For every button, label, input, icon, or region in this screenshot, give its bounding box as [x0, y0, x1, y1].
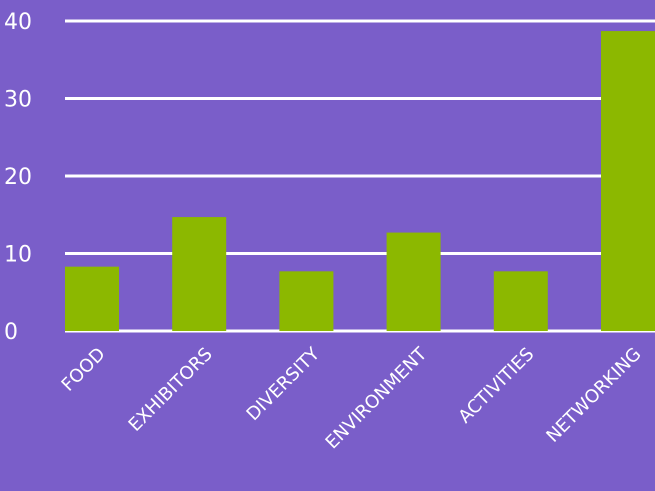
bar-activities	[493, 271, 548, 331]
y-axis-tick-labels: 0 10 20 30 40	[4, 10, 32, 345]
bar-diversity	[279, 271, 334, 331]
y-tick-label: 10	[4, 243, 32, 268]
y-tick-label: 30	[4, 88, 32, 113]
gridlines	[65, 19, 655, 333]
bar-food	[65, 266, 119, 331]
bar-environment	[386, 232, 441, 331]
y-tick-label: 20	[4, 165, 32, 190]
bar-exhibitors	[172, 217, 227, 331]
bars	[65, 31, 655, 331]
y-tick-label: 0	[4, 320, 18, 345]
bar-networking	[601, 31, 655, 331]
y-tick-label: 40	[4, 10, 32, 35]
